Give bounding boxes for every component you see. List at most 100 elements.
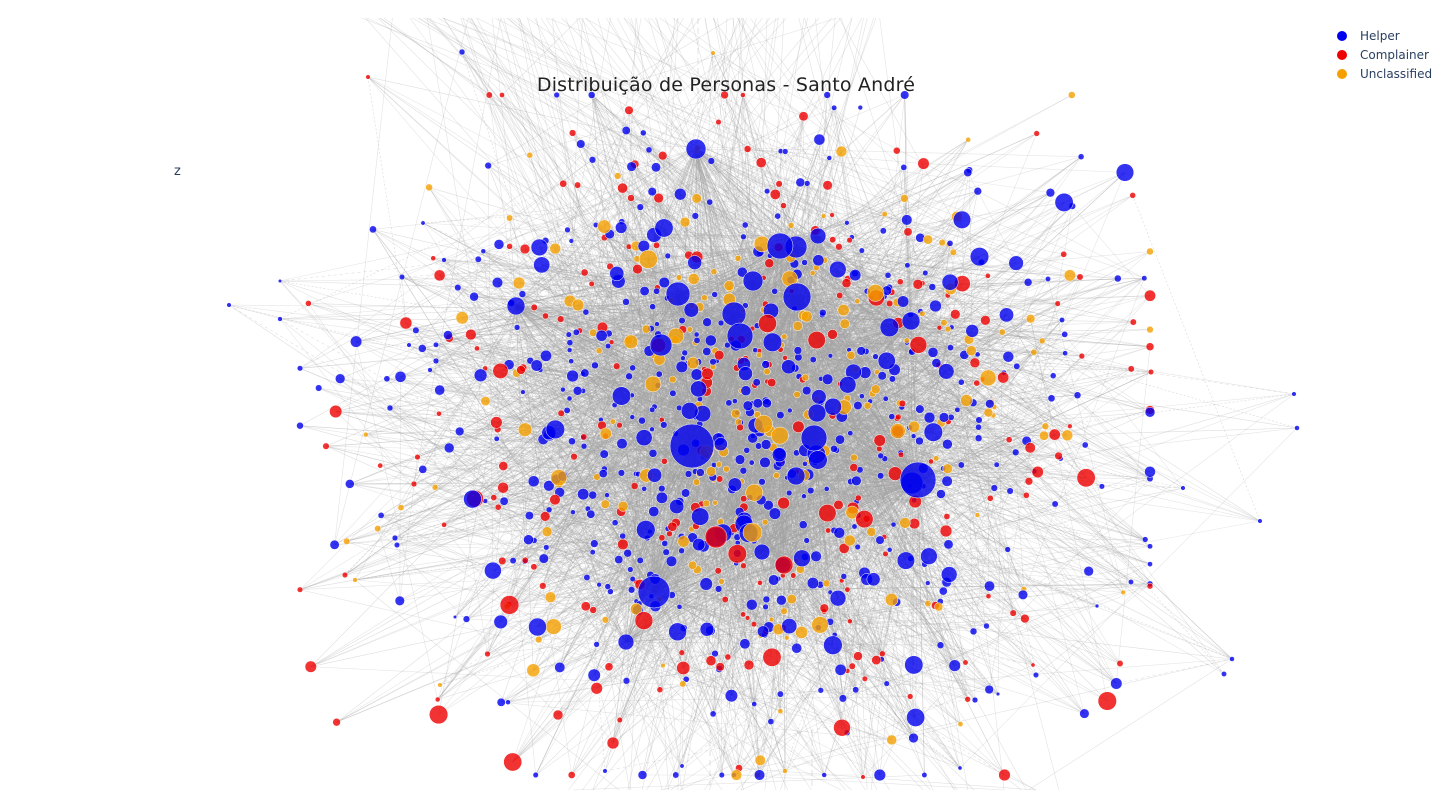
edge	[653, 316, 807, 593]
edge	[917, 371, 1152, 481]
edge	[813, 303, 1058, 439]
edge	[637, 479, 919, 611]
edge	[657, 287, 815, 439]
edge	[457, 287, 919, 481]
edge	[604, 226, 781, 247]
edge	[567, 229, 919, 481]
edge	[646, 329, 655, 593]
edge	[308, 303, 815, 439]
edge	[907, 265, 919, 481]
edge	[656, 245, 781, 325]
edge	[501, 591, 655, 703]
edge	[742, 94, 781, 247]
edge	[492, 479, 919, 571]
edge	[279, 280, 679, 295]
edge	[691, 269, 839, 447]
edge	[653, 219, 963, 593]
edge	[677, 293, 766, 523]
edge	[796, 296, 866, 679]
edge	[485, 293, 679, 402]
edge	[813, 437, 1151, 565]
edge	[813, 355, 852, 439]
edge	[693, 278, 798, 298]
edge	[559, 445, 693, 485]
edge	[435, 335, 741, 362]
edge	[796, 296, 995, 408]
edge	[759, 479, 919, 776]
edge	[653, 363, 688, 593]
edge	[584, 245, 781, 374]
edge	[501, 94, 815, 439]
edge	[796, 296, 934, 433]
edge	[653, 490, 1011, 593]
edge	[900, 281, 919, 481]
edge	[923, 163, 1126, 173]
edge	[728, 296, 798, 404]
edge	[1116, 346, 1151, 684]
edge	[691, 281, 901, 447]
edge	[813, 192, 1051, 439]
edge	[677, 293, 976, 701]
edge	[542, 585, 572, 776]
edge	[733, 313, 857, 370]
edge	[779, 245, 821, 625]
edge	[279, 296, 798, 320]
edge	[691, 335, 741, 530]
edge	[779, 245, 920, 442]
edge	[917, 479, 1008, 550]
edge	[372, 229, 655, 593]
edge	[739, 335, 914, 437]
edge	[691, 445, 1034, 666]
edge	[620, 293, 679, 512]
edge	[711, 160, 919, 481]
edge	[711, 160, 781, 247]
edge	[684, 352, 919, 481]
edge	[437, 437, 815, 700]
edge	[503, 245, 781, 502]
edge	[894, 369, 919, 481]
edge	[576, 332, 693, 447]
edge	[719, 478, 919, 481]
edge	[653, 591, 773, 658]
edge	[653, 487, 1184, 593]
edge	[853, 371, 919, 481]
edge	[733, 313, 899, 433]
edge	[917, 479, 1146, 540]
edge	[691, 445, 925, 565]
edge	[691, 156, 1082, 447]
edge	[653, 569, 801, 593]
edge	[466, 296, 798, 620]
edge	[782, 296, 798, 576]
edge	[653, 412, 989, 593]
edge	[567, 229, 741, 337]
edge	[653, 376, 800, 593]
edge	[556, 94, 655, 593]
edge	[422, 445, 693, 470]
edge	[586, 445, 693, 578]
edge	[719, 479, 919, 668]
edge	[653, 591, 797, 649]
edge	[594, 245, 781, 544]
edge	[653, 591, 746, 645]
edge	[733, 303, 890, 315]
edge	[653, 412, 818, 593]
edge	[796, 296, 912, 322]
edge	[813, 411, 1151, 439]
edge	[739, 255, 771, 337]
edge	[724, 437, 815, 600]
edge	[659, 335, 741, 600]
edge	[739, 335, 748, 618]
edge	[691, 219, 963, 447]
edge	[917, 479, 990, 587]
edge	[706, 296, 798, 352]
edge	[677, 293, 744, 566]
edge	[336, 445, 693, 723]
edge	[813, 437, 925, 776]
edge	[733, 313, 850, 351]
edge	[739, 116, 804, 337]
edge	[449, 445, 693, 449]
edge	[900, 281, 919, 481]
edge	[632, 479, 919, 580]
edge	[444, 524, 655, 593]
